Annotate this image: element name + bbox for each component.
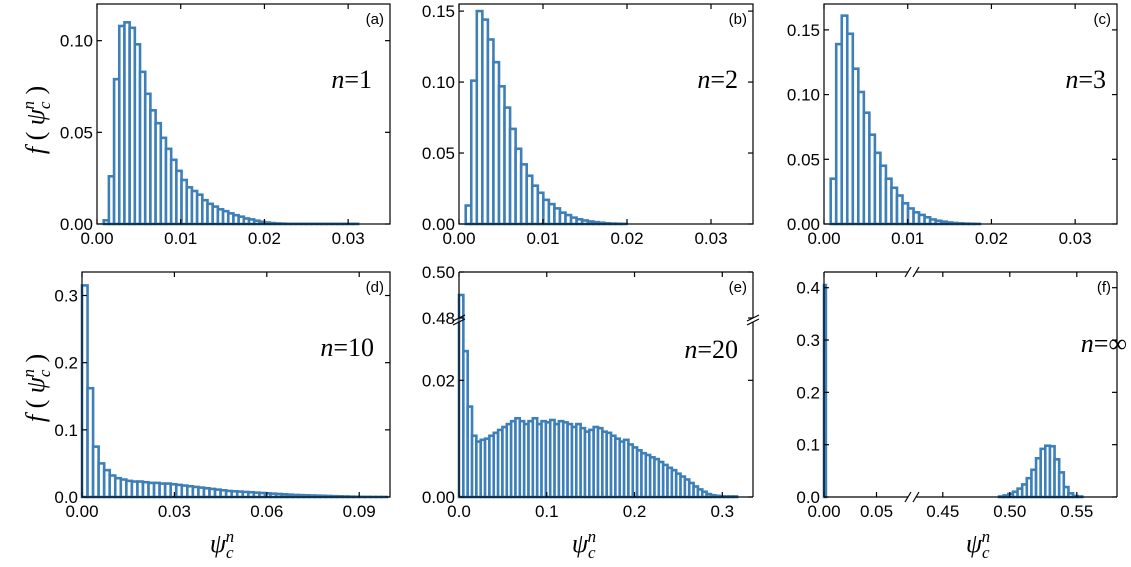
xlabel-d: ψcn (210, 527, 234, 562)
n-value: =1 (344, 65, 372, 94)
n-value: =2 (710, 65, 738, 94)
plot-frame (96, 3, 391, 225)
y-tick-label: 0.00 (422, 488, 455, 507)
axis-break-mark (904, 266, 920, 503)
x-tick-label: 0.03 (158, 502, 191, 521)
n-symbol: n (1081, 329, 1094, 358)
y-tick-label: 0.15 (422, 2, 455, 21)
panel-d: 0.00 0.03 0.06 0.09 0.0 0.1 0.2 0.3 (d) n=10 (54, 271, 391, 521)
x-tick-label: 0.06 (250, 502, 283, 521)
y-tick-label: 0.05 (422, 144, 455, 163)
n-value-label: n=1 (331, 65, 372, 94)
n-value: =3 (1078, 65, 1106, 94)
n-symbol: n (1065, 65, 1078, 94)
panel-b: 0.00 0.01 0.02 0.03 0.00 0.05 0.10 0.15 (b) n=2 (422, 2, 754, 248)
n-value-label: n=2 (697, 65, 738, 94)
bars (822, 283, 1084, 499)
panel-e: 0.0 0.1 0.2 0.3 0.00 0.02 0.48 0.50 (e) n=20 (422, 263, 760, 521)
x-tick-label: 0.00 (807, 229, 840, 248)
x-tick-label: 0.45 (926, 502, 959, 521)
n-value-label: n=20 (684, 335, 738, 364)
y-tick-label: 0.00 (787, 215, 820, 234)
y-tick-label: 0.0 (796, 488, 820, 507)
panel-f: 0.00 0.05 0.45 0.50 0.55 0.0 0.1 0.2 0.3 0.4 (f) n=… (796, 266, 1127, 521)
bars (102, 21, 360, 226)
x-tick-label: 0.03 (1059, 229, 1092, 248)
panel-letter: (a) (366, 11, 384, 28)
y-tick-label: 0.0 (54, 488, 78, 507)
plot-frame (823, 3, 1118, 225)
x-tick-label: 0.01 (891, 229, 924, 248)
panel-letter: (d) (366, 279, 384, 296)
x-tick-label: 0.1 (535, 502, 559, 521)
x-tick-label: 0.03 (694, 229, 727, 248)
n-value: =10 (333, 333, 374, 362)
bars (464, 9, 628, 226)
panels: 0.00 0.01 0.02 0.030.000.050.10(a)n=10.00 0.… (54, 2, 1127, 521)
n-value-label: n=10 (320, 333, 374, 362)
n-value: =∞ (1094, 329, 1127, 358)
y-tick-label: 0.05 (60, 123, 93, 142)
y-tick-label: 0.2 (54, 354, 78, 373)
xlabel-e: ψcn (572, 527, 596, 562)
n-value-label: n=3 (1065, 65, 1106, 94)
y-tick-label: 0.10 (60, 32, 93, 51)
panel-letter: (b) (729, 11, 747, 28)
x-tick-label: 0.00 (807, 502, 840, 521)
n-value-label: n=∞ (1081, 329, 1127, 358)
n-symbol: n (697, 65, 710, 94)
x-tick-label: 0.55 (1060, 502, 1093, 521)
plot-frame (81, 271, 391, 498)
x-tick-label: 0.00 (65, 502, 98, 521)
x-tick-label: 0.02 (610, 229, 643, 248)
n-symbol: n (331, 65, 344, 94)
y-tick-label: 0.05 (787, 150, 820, 169)
y-tick-label: 0.1 (54, 421, 78, 440)
n-value: =20 (697, 335, 738, 364)
x-tick-label: 0.09 (343, 502, 376, 521)
y-tick-label: 0.10 (787, 86, 820, 105)
y-tick-label: 0.50 (422, 263, 455, 282)
x-tick-label: 0.0 (447, 502, 471, 521)
y-tick-label: 0.15 (787, 21, 820, 40)
x-tick-label: 0.3 (710, 502, 734, 521)
x-tick-label: 0.05 (860, 502, 893, 521)
y-tick-label: 0.2 (796, 383, 820, 402)
ylabel-bottom: f ( ψcn ) (19, 354, 54, 422)
y-tick-label: 0.1 (796, 436, 820, 455)
plot-frame (458, 3, 754, 225)
y-tick-label: 0.3 (54, 287, 78, 306)
y-tick-label: 0.3 (796, 331, 820, 350)
x-tick-label: 0.01 (526, 229, 559, 248)
y-tick-label: 0.02 (422, 371, 455, 390)
y-tick-label: 0.10 (422, 73, 455, 92)
y-tick-label: 0.4 (796, 279, 820, 298)
panel-a: 0.00 0.01 0.02 0.03 0.00 0.05 0.10 (a) n=1 (60, 3, 391, 248)
bars (80, 284, 389, 499)
x-tick-label: 0.02 (975, 229, 1008, 248)
x-tick-label: 0.01 (164, 229, 197, 248)
panel-letter: (e) (729, 279, 747, 296)
bars (829, 14, 982, 226)
x-tick-label: 0.02 (248, 229, 281, 248)
x-tick-label: 0.50 (993, 502, 1026, 521)
x-tick-label: 0.00 (442, 229, 475, 248)
xlabel-f: ψcn (966, 527, 990, 562)
x-tick-label: 0.03 (332, 229, 365, 248)
x-tick-label: 0.00 (80, 229, 113, 248)
ylabel-top: f ( ψcn ) (19, 86, 54, 154)
n-symbol: n (320, 333, 333, 362)
panel-c: 0.00 0.01 0.02 0.03 0.00 0.05 0.10 0.15 (c) n=3 (787, 3, 1118, 248)
y-tick-label: 0.00 (422, 215, 455, 234)
panel-letter: (c) (1094, 11, 1112, 28)
n-symbol: n (684, 335, 697, 364)
panel-letter: (f) (1097, 279, 1111, 296)
x-tick-label: 0.2 (623, 502, 647, 521)
bars (457, 293, 739, 499)
y-tick-label: 0.48 (422, 309, 455, 328)
y-tick-label: 0.00 (60, 215, 93, 234)
